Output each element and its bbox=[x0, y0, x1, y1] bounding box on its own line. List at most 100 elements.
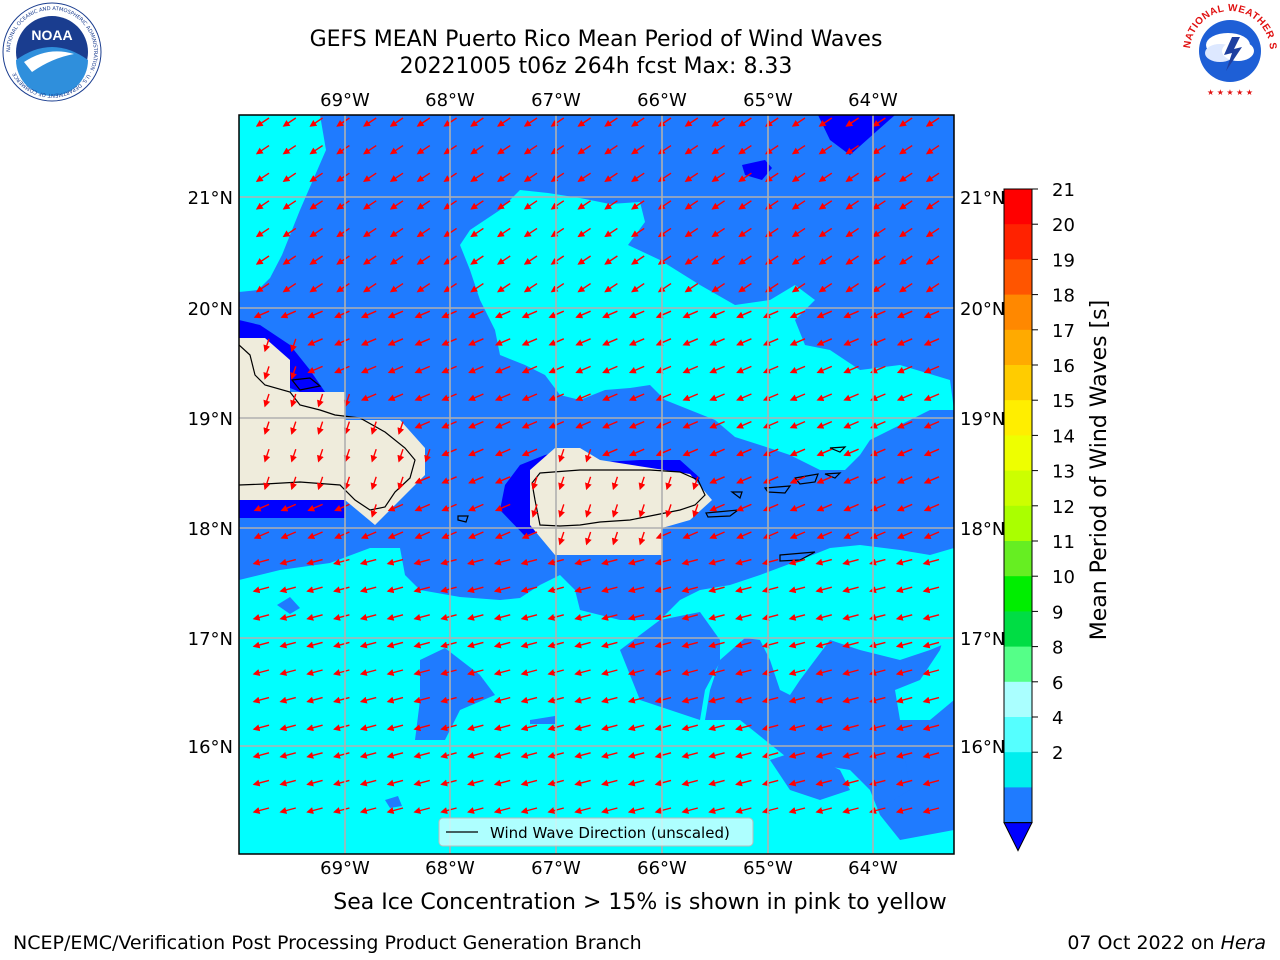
wave-direction-arrow bbox=[845, 283, 859, 293]
wave-direction-arrow bbox=[468, 365, 484, 374]
wave-direction-arrow bbox=[336, 117, 350, 127]
wave-direction-arrow bbox=[604, 172, 618, 182]
wave-direction-arrow bbox=[631, 227, 645, 238]
wave-direction-arrow bbox=[521, 338, 538, 346]
wave-direction-arrow bbox=[681, 751, 698, 759]
wave-direction-arrow bbox=[791, 255, 806, 265]
wave-direction-arrow bbox=[761, 641, 779, 649]
wave-direction-arrow bbox=[631, 283, 645, 293]
wave-direction-arrow bbox=[336, 227, 350, 238]
wave-direction-arrow bbox=[577, 117, 591, 127]
wave-direction-arrow bbox=[255, 283, 270, 293]
wave-direction-arrow bbox=[550, 145, 565, 155]
wave-direction-arrow bbox=[922, 558, 940, 566]
lat-label: 20°N bbox=[188, 299, 233, 320]
wave-direction-arrow bbox=[711, 117, 725, 127]
wave-direction-arrow bbox=[654, 779, 672, 787]
colorbar-segment bbox=[1004, 611, 1032, 648]
wave-direction-arrow bbox=[708, 807, 725, 814]
wave-direction-arrow bbox=[531, 476, 539, 491]
wave-direction-arrow bbox=[263, 338, 271, 353]
wave-direction-arrow bbox=[494, 365, 511, 374]
lat-label: 17°N bbox=[188, 629, 233, 650]
wave-direction-arrow bbox=[468, 393, 484, 402]
wave-direction-arrow bbox=[282, 255, 297, 265]
wave-direction-arrow bbox=[896, 338, 913, 346]
wave-direction-arrow bbox=[414, 365, 431, 374]
wave-direction-arrow bbox=[735, 558, 752, 566]
wave-direction-arrow bbox=[386, 696, 404, 704]
wave-direction-arrow bbox=[899, 172, 913, 182]
wave-direction-arrow bbox=[493, 751, 511, 759]
wave-direction-arrow bbox=[896, 531, 913, 540]
wave-direction-arrow bbox=[467, 586, 484, 594]
wave-direction-arrow bbox=[923, 531, 940, 540]
wave-direction-arrow bbox=[692, 476, 699, 491]
wave-direction-arrow bbox=[895, 586, 913, 594]
wave-direction-arrow bbox=[708, 669, 725, 676]
wave-direction-arrow bbox=[360, 310, 377, 319]
wave-direction-arrow bbox=[363, 117, 377, 127]
wave-direction-arrow bbox=[521, 420, 538, 429]
wave-direction-arrow bbox=[845, 172, 859, 182]
wave-direction-arrow bbox=[336, 145, 350, 155]
wave-direction-arrow bbox=[279, 696, 296, 704]
wave-direction-arrow bbox=[684, 255, 699, 265]
wave-direction-arrow bbox=[923, 393, 940, 402]
wave-direction-arrow bbox=[252, 586, 270, 594]
wave-direction-arrow bbox=[895, 779, 913, 787]
chart-subtitle: 20221005 t06z 264h fcst Max: 8.33 bbox=[399, 54, 793, 79]
wave-direction-arrow bbox=[628, 365, 645, 374]
wave-direction-arrow bbox=[252, 751, 270, 759]
wave-direction-arrow bbox=[414, 420, 431, 429]
wave-direction-arrow bbox=[470, 172, 484, 182]
colorbar-tick-label: 17 bbox=[1052, 321, 1075, 342]
wave-direction-arrow bbox=[577, 200, 591, 210]
wave-direction-arrow bbox=[922, 613, 940, 621]
wave-direction-arrow bbox=[336, 172, 350, 182]
wave-direction-arrow bbox=[762, 531, 779, 540]
wave-direction-arrow bbox=[360, 531, 377, 540]
wave-direction-arrow bbox=[523, 227, 538, 238]
wave-direction-arrow bbox=[494, 448, 511, 457]
wave-direction-arrow bbox=[736, 503, 752, 512]
wave-direction-arrow bbox=[252, 641, 270, 649]
wave-direction-arrow bbox=[424, 448, 431, 463]
wave-direction-arrow bbox=[386, 724, 404, 732]
wave-direction-arrow bbox=[681, 558, 698, 566]
wave-direction-arrow bbox=[602, 420, 618, 429]
wave-direction-arrow bbox=[470, 145, 484, 155]
wave-direction-arrow bbox=[654, 807, 672, 814]
wave-direction-arrow bbox=[416, 255, 431, 265]
wave-direction-arrow bbox=[279, 613, 296, 621]
wave-direction-arrow bbox=[416, 227, 431, 238]
wave-direction-arrow bbox=[736, 310, 752, 319]
wave-direction-arrow bbox=[414, 503, 431, 512]
wave-direction-arrow bbox=[665, 504, 673, 518]
wave-direction-arrow bbox=[386, 807, 404, 814]
colorbar-tick-label: 2 bbox=[1052, 743, 1063, 764]
lon-label: 68°W bbox=[425, 858, 475, 879]
wave-direction-arrow bbox=[306, 751, 323, 759]
wave-direction-arrow bbox=[681, 724, 698, 732]
wave-direction-arrow bbox=[309, 200, 323, 210]
wave-direction-arrow bbox=[815, 807, 832, 814]
host-name: Hera bbox=[1220, 932, 1266, 954]
wave-direction-arrow bbox=[575, 365, 591, 374]
wave-direction-arrow bbox=[628, 393, 645, 402]
wave-direction-arrow bbox=[309, 283, 323, 293]
wave-direction-arrow bbox=[389, 227, 404, 238]
wave-direction-arrow bbox=[306, 807, 323, 814]
lon-labels-top: 69°W 68°W 67°W 66°W 65°W 64°W bbox=[320, 90, 898, 111]
wave-direction-arrow bbox=[601, 807, 618, 814]
wave-direction-arrow bbox=[895, 558, 913, 566]
wave-direction-arrow bbox=[309, 117, 323, 127]
wave-direction-arrow bbox=[440, 586, 457, 594]
wave-direction-arrow bbox=[709, 338, 725, 346]
wave-direction-arrow bbox=[279, 558, 296, 566]
colorbar-segment bbox=[1004, 505, 1032, 542]
colorbar-tick-label: 6 bbox=[1052, 673, 1063, 694]
wave-direction-arrow bbox=[252, 724, 270, 732]
wave-direction-arrow bbox=[386, 779, 404, 787]
